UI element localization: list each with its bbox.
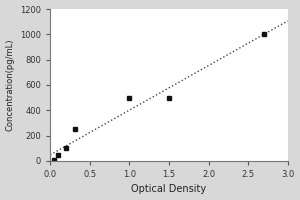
Y-axis label: Concentration(pg/mL): Concentration(pg/mL) bbox=[6, 39, 15, 131]
X-axis label: Optical Density: Optical Density bbox=[131, 184, 206, 194]
